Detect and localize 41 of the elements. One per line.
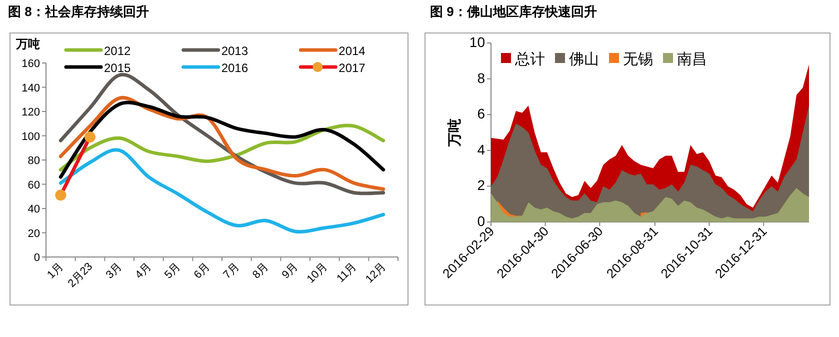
y-tick-label: 160: [22, 58, 40, 70]
y-tick-label: 8: [477, 70, 486, 86]
y-axis-title: 万吨: [446, 118, 462, 148]
chart-title: 图 8：社会库存持续回升: [8, 4, 149, 19]
x-tick-label: 2月23: [66, 260, 96, 290]
legend-label: 2013: [221, 44, 248, 58]
y-tick-label: 0: [34, 252, 40, 264]
x-tick-label: 5月: [162, 260, 184, 282]
legend-label: 佛山: [569, 51, 599, 68]
x-tick-label: 8月: [250, 260, 272, 282]
x-tick-label: 6月: [192, 260, 212, 282]
y-tick-label: 140: [22, 82, 40, 94]
x-tick-label: 12月: [364, 260, 388, 286]
y-tick-label: 10: [469, 34, 486, 50]
x-tick-label: 4月: [133, 260, 154, 282]
y-tick-label: 20: [28, 228, 40, 240]
y-tick-label: 0: [477, 213, 486, 229]
x-tick-label: 11月: [334, 260, 360, 285]
legend-label: 2012: [104, 44, 132, 58]
y-axis-title: 万吨: [15, 37, 40, 51]
y-tick-label: 80: [28, 155, 40, 167]
legend-label: 2014: [338, 44, 366, 58]
legend-label: 总计: [514, 51, 545, 68]
y-tick-label: 4: [477, 141, 486, 158]
x-tick-label: 1月: [45, 260, 66, 282]
y-tick-label: 120: [22, 106, 40, 118]
y-tick-label: 2: [477, 177, 486, 194]
legend-label: 2015: [104, 61, 132, 75]
y-tick-label: 100: [22, 130, 40, 143]
y-tick-label: 60: [28, 179, 40, 192]
y-tick-label: 6: [477, 106, 486, 122]
legend-label: 南昌: [677, 51, 707, 68]
y-tick-label: 40: [28, 204, 40, 216]
chart-title: 图 9：佛山地区库存快速回升: [430, 4, 597, 19]
legend-label: 无锡: [623, 51, 653, 68]
x-tick-label: 3月: [104, 260, 124, 282]
x-tick-label: 7月: [221, 260, 242, 282]
legend-label: 2017: [338, 61, 366, 75]
legend-label: 2016: [221, 61, 248, 75]
x-tick-label: 10月: [304, 260, 330, 286]
x-tick-label: 9月: [280, 260, 300, 282]
